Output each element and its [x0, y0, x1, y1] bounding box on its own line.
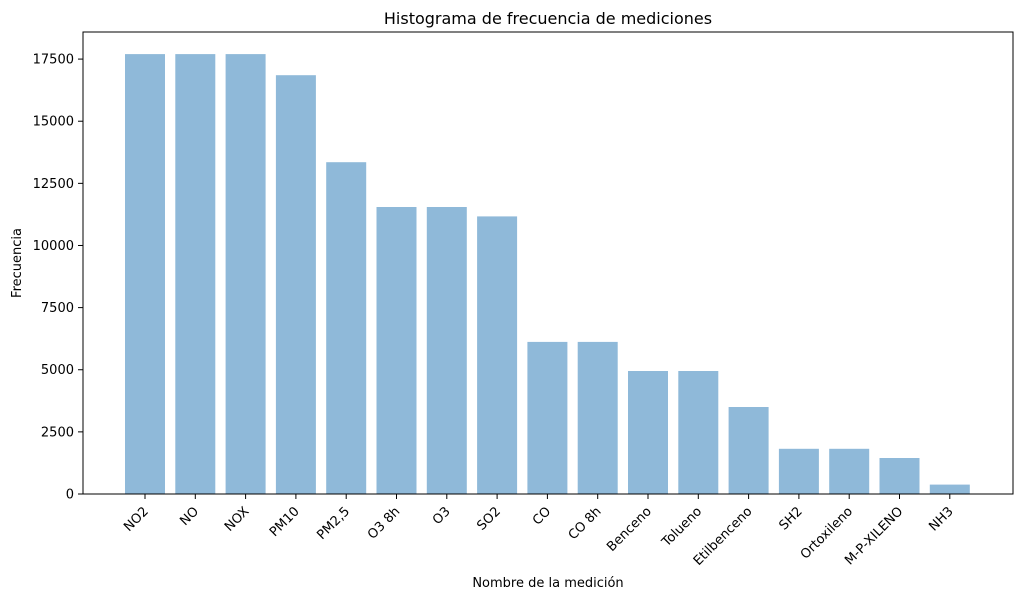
bar-no	[175, 54, 216, 494]
bar-so2	[477, 216, 518, 494]
y-tick-label: 10000	[33, 239, 74, 254]
x-tick-label: Tolueno	[659, 504, 706, 551]
y-axis-label: Frecuencia	[10, 228, 25, 298]
x-tick-label: NO	[177, 504, 202, 529]
y-tick-label: 7500	[41, 301, 74, 316]
x-tick-label: NH3	[926, 504, 956, 534]
bar-etilbenceno	[728, 407, 769, 494]
bar-tolueno	[678, 371, 719, 494]
bar-o3	[426, 207, 467, 494]
y-axis-ticks: 0 2500 5000 7500 10000 12500 15000 17500	[33, 53, 83, 503]
x-axis-ticks: NO2 NO NOX PM10 PM2,5 O3 8h O3 SO2 CO CO 8h Bencen…	[121, 494, 957, 569]
chart-title: Histograma de frecuencia de mediciones	[384, 9, 712, 28]
bar-no2	[125, 54, 165, 494]
x-tick-label: PM2,5	[314, 504, 353, 543]
bar-m-p-xileno	[879, 458, 920, 494]
x-tick-label: O3	[430, 504, 454, 528]
x-tick-label: CO 8h	[566, 504, 605, 543]
bar-sh2	[778, 448, 819, 494]
y-tick-label: 12500	[33, 177, 74, 192]
x-axis-label: Nombre de la medición	[472, 576, 623, 591]
bar-o3-8h	[376, 207, 417, 494]
y-tick-label: 5000	[41, 363, 74, 378]
x-tick-label: SH2	[777, 504, 806, 533]
bar-nox	[225, 54, 266, 494]
bar-co	[527, 341, 568, 494]
bar-pm2-5	[326, 162, 367, 494]
bar-pm10	[275, 75, 316, 494]
bar-ortoxileno	[829, 448, 870, 494]
x-tick-label: SO2	[474, 504, 504, 534]
x-tick-label: CO	[530, 504, 554, 528]
x-tick-label: Benceno	[604, 504, 655, 555]
x-tick-label: O3 8h	[365, 504, 403, 542]
bar-benceno	[628, 371, 668, 494]
bars-group	[125, 54, 970, 494]
y-tick-label: 0	[66, 488, 74, 503]
y-tick-label: 2500	[41, 425, 74, 440]
bar-co-8h	[577, 341, 618, 494]
y-tick-label: 17500	[33, 53, 74, 68]
x-tick-label: PM10	[267, 504, 303, 540]
x-tick-label: NO2	[121, 504, 152, 535]
y-tick-label: 15000	[33, 115, 74, 130]
plot-frame	[82, 31, 1014, 495]
x-tick-label: NOX	[222, 504, 252, 534]
bar-nh3	[929, 484, 970, 494]
